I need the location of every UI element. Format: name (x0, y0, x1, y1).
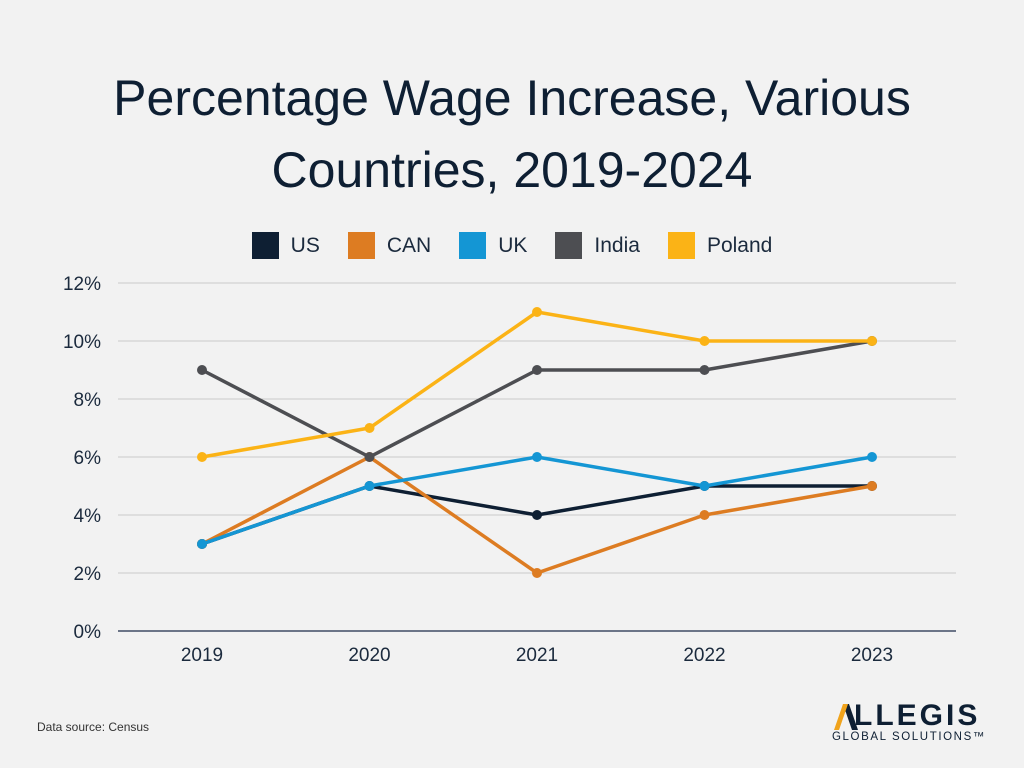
data-point-poland (699, 336, 710, 346)
data-point-can (867, 481, 877, 491)
legend-swatch (347, 232, 375, 259)
data-point-uk (699, 481, 710, 491)
allegis-logo: LLEGIS GLOBAL SOLUTIONS™ (828, 700, 998, 746)
data-point-india (699, 365, 710, 375)
data-point-can (532, 568, 542, 578)
y-tick-label: 2% (74, 564, 102, 585)
legend-item-india: India (555, 232, 640, 259)
data-point-uk (197, 539, 207, 549)
legend-label: UK (498, 233, 528, 257)
logo-tagline: GLOBAL SOLUTIONS™ (832, 731, 986, 743)
allegis-a-mark-icon (834, 704, 858, 730)
logo-wordmark: LLEGIS (854, 699, 981, 732)
chart-title-line-1: Percentage Wage Increase, Various (113, 70, 911, 126)
series-line-uk (200, 455, 874, 546)
y-tick-label: 10% (63, 332, 101, 353)
y-tick-label: 4% (74, 506, 102, 527)
data-point-india (197, 365, 207, 375)
data-point-india (532, 365, 542, 375)
data-point-poland (364, 423, 375, 433)
y-tick-label: 12% (63, 274, 101, 295)
x-tick-label: 2021 (516, 645, 558, 666)
data-point-uk (867, 452, 877, 462)
data-point-poland (867, 336, 877, 346)
x-tick-label: 2022 (683, 645, 725, 666)
chart-legend: US CAN UK India Poland (0, 232, 1024, 259)
legend-label: US (290, 233, 320, 257)
x-tick-label: 2019 (181, 645, 223, 666)
x-tick-label: 2023 (851, 645, 893, 666)
x-tick-label: 2020 (348, 645, 390, 666)
y-tick-label: 8% (74, 390, 102, 411)
chart-title: Percentage Wage Increase, Various Countr… (60, 62, 964, 206)
legend-item-poland: Poland (667, 232, 773, 259)
legend-label: India (594, 233, 640, 257)
legend-label: CAN (386, 233, 432, 257)
y-tick-label: 0% (74, 622, 102, 643)
legend-item-can: CAN (347, 232, 432, 259)
legend-label: Poland (706, 233, 773, 257)
legend-swatch (459, 232, 487, 259)
data-point-can (699, 510, 710, 520)
legend-swatch (251, 232, 279, 259)
line-chart: 0% 2% 4% 6% 8% 10% 12% 2019 2020 2021 2022 2023 (63, 274, 956, 666)
data-point-uk (364, 481, 375, 491)
legend-swatch (667, 232, 695, 259)
data-source-note: Data source: Census (37, 720, 150, 734)
data-point-poland (197, 452, 207, 462)
data-point-us (532, 510, 542, 520)
data-point-poland (532, 307, 542, 317)
legend-item-uk: UK (459, 232, 527, 259)
series-line-poland (200, 310, 874, 459)
data-point-india (364, 452, 375, 462)
legend-item-us: US (251, 232, 320, 259)
y-tick-label: 6% (74, 448, 102, 469)
legend-swatch (555, 232, 583, 259)
chart-title-line-2: Countries, 2019-2024 (271, 142, 753, 198)
data-point-uk (532, 452, 542, 462)
